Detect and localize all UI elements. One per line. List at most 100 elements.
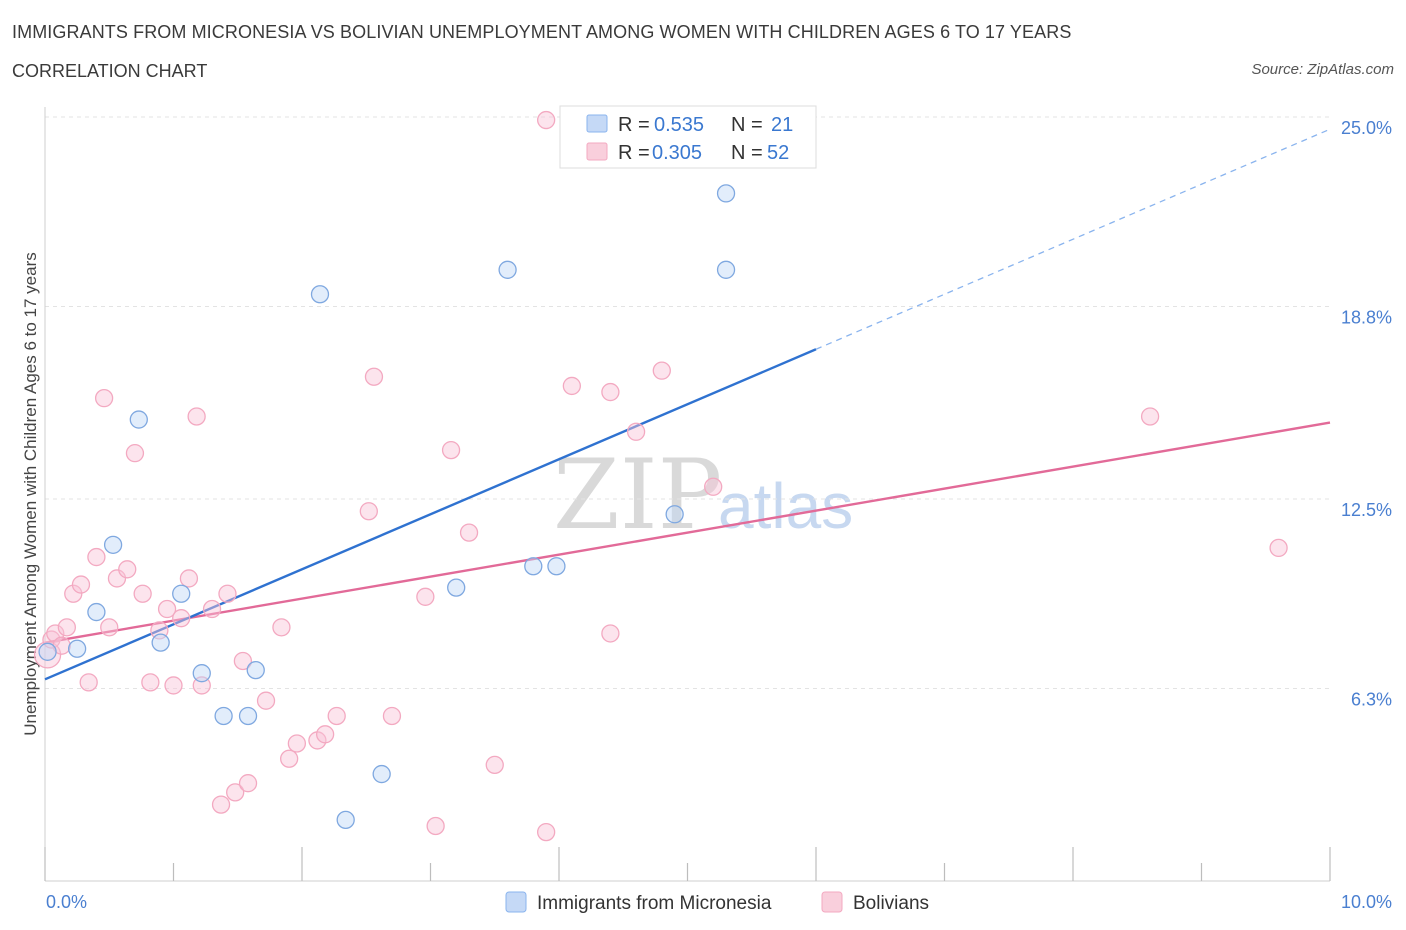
bolivians-point (71, 575, 91, 594)
bottom-legend: Immigrants from Micronesia Bolivians (505, 891, 929, 914)
micronesia-point (67, 639, 87, 658)
bolivians-point (179, 569, 199, 588)
top-legend: R = 0.535 N = 21 R = 0.305 N = 52 (559, 105, 817, 169)
source-label: Source: ZipAtlas.com (1251, 61, 1394, 78)
y-axis-label: Unemployment Among Women with Children A… (21, 252, 40, 736)
bolivians-point (1140, 407, 1160, 426)
x-tick-label-0: 0.0% (46, 892, 87, 912)
bolivians-point (118, 560, 137, 579)
micronesia-point (214, 706, 233, 726)
bolivians-point (485, 755, 504, 775)
micronesia-point (129, 410, 148, 429)
bolivians-point (256, 691, 276, 710)
bolivians-point (416, 587, 435, 606)
legend-n-value-1: 21 (771, 114, 793, 136)
bolivians-point (57, 618, 76, 637)
bolivians-point (459, 523, 479, 542)
bolivians-point (100, 618, 119, 637)
bolivians-point (327, 706, 346, 726)
axes (44, 107, 1331, 882)
bolivians-point (226, 783, 245, 802)
bolivians-point (315, 725, 335, 744)
legend-r-value-1: 0.535 (654, 114, 704, 136)
chart-subtitle: CORRELATION CHART (12, 61, 208, 81)
bottom-legend-swatch-micronesia (505, 891, 527, 913)
y-tick-label-2: 18.8% (1341, 307, 1392, 327)
y-tick-label-0: 6.3% (1351, 689, 1392, 709)
legend-n-label-2: N = (731, 142, 763, 164)
micronesia-trend-extension (815, 128, 1331, 350)
y-tick-labels: 6.3% 12.5% 18.8% 25.0% (1341, 118, 1392, 709)
legend-swatch-micronesia (586, 114, 608, 133)
bolivians-point (187, 407, 206, 426)
bolivians-point (626, 422, 646, 441)
micronesia-trend-line (44, 348, 817, 681)
micronesia-point (192, 664, 211, 683)
bolivians-point (211, 795, 231, 814)
bolivians-trend-line (44, 421, 1331, 644)
bolivians-points (33, 110, 1288, 842)
bolivians-point (562, 376, 581, 396)
bolivians-point (141, 673, 160, 692)
bottom-legend-bolivians: Bolivians (853, 893, 929, 914)
trend-lines (44, 128, 1331, 681)
legend-r-value-2: 0.305 (652, 142, 702, 164)
x-tick-labels: 0.0% 10.0% (46, 892, 1392, 912)
micronesia-points (38, 184, 736, 830)
micronesia-point (498, 260, 517, 279)
micronesia-point (547, 557, 566, 576)
bolivians-point (441, 440, 461, 460)
bolivians-point (87, 547, 106, 567)
bottom-legend-micronesia: Immigrants from Micronesia (537, 893, 772, 914)
watermark-zip: ZIP (553, 439, 722, 551)
micronesia-point (172, 584, 191, 603)
bolivians-point (94, 389, 114, 408)
legend-r-label-1: R = (618, 114, 650, 136)
bolivians-point (107, 569, 127, 588)
bolivians-point (364, 367, 384, 386)
legend-n-value-2: 52 (767, 142, 789, 164)
bolivians-point (79, 673, 98, 692)
bolivians-point (1269, 538, 1288, 558)
chart-title: IMMIGRANTS FROM MICRONESIA VS BOLIVIAN U… (12, 22, 1072, 42)
bolivians-point (218, 584, 237, 603)
bolivians-point (426, 816, 445, 836)
micronesia-point (336, 810, 355, 830)
y-tick-label-1: 12.5% (1341, 500, 1392, 520)
micronesia-point (665, 505, 684, 524)
bolivians-point (601, 624, 620, 643)
bolivians-point (125, 444, 145, 463)
micronesia-point (38, 642, 57, 661)
micronesia-point (103, 535, 123, 554)
y-tick-label-3: 25.0% (1341, 118, 1392, 138)
bottom-legend-swatch-bolivians (821, 891, 843, 913)
bolivians-point (287, 734, 307, 753)
bolivians-point (164, 676, 183, 695)
watermark-atlas: atlas (718, 470, 853, 542)
bolivians-point (601, 382, 620, 402)
legend-swatch-bolivians (586, 142, 608, 161)
bolivians-point (133, 584, 152, 603)
legend-r-label-2: R = (618, 142, 650, 164)
grid-lines (45, 116, 1330, 689)
micronesia-point (716, 260, 736, 279)
bolivians-point (233, 651, 253, 671)
bolivians-point (272, 618, 291, 637)
bolivians-point (64, 584, 83, 603)
bolivians-point (172, 609, 191, 628)
bolivians-point (652, 361, 671, 380)
micronesia-point (447, 578, 466, 597)
micronesia-point (716, 184, 736, 203)
micronesia-point (238, 706, 258, 726)
legend-n-label-1: N = (731, 114, 763, 136)
bolivians-point (202, 599, 222, 619)
micronesia-point (524, 557, 543, 576)
micronesia-point (87, 602, 106, 622)
micronesia-point (151, 633, 170, 652)
bolivians-point (157, 599, 177, 619)
bolivians-point (359, 502, 378, 521)
bolivians-point (238, 774, 258, 793)
micronesia-point (372, 764, 391, 784)
bolivians-point (704, 477, 723, 496)
micronesia-point (310, 285, 330, 304)
